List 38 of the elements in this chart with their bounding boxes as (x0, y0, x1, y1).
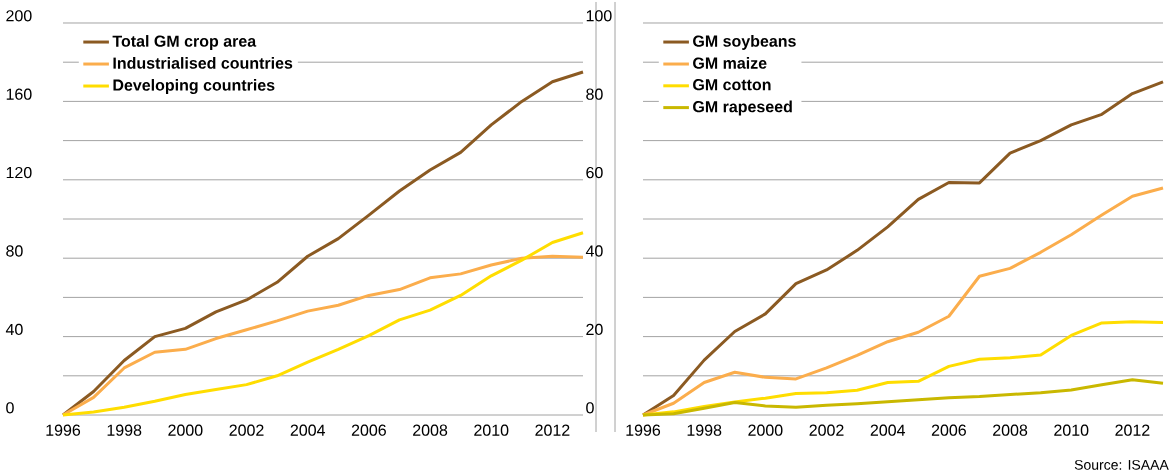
source-note: Source: ISAAA (1074, 459, 1169, 470)
y-tick-label: 40 (585, 245, 603, 257)
y-tick-label: 80 (586, 88, 603, 100)
x-tick-label: 2010 (1054, 424, 1089, 436)
x-tick-label: 2002 (229, 424, 264, 436)
legend-label: GM soybeans (693, 35, 796, 50)
x-tick-label: 2010 (474, 424, 509, 436)
y-tick-label: 0 (6, 402, 14, 414)
legend-label: GM maize (693, 57, 767, 69)
x-tick-label: 2004 (290, 424, 326, 436)
y-tick-label: 100 (586, 10, 612, 22)
x-tick-label: 2006 (351, 424, 386, 436)
x-tick-label: 2012 (535, 424, 570, 436)
x-tick-label: 1998 (107, 424, 142, 436)
legend-label: Industrialised countries (113, 57, 293, 69)
y-tick-label: 200 (6, 10, 32, 22)
y-tick-label: 20 (586, 323, 603, 336)
y-tick-label: 80 (6, 245, 23, 257)
x-tick-label: 2004 (870, 424, 906, 436)
y-tick-label: 60 (586, 166, 603, 179)
x-tick-label: 1996 (46, 424, 81, 436)
x-tick-label: 2002 (809, 424, 844, 436)
legend-label: Developing countries (113, 79, 275, 95)
x-tick-label: 2006 (931, 424, 966, 436)
y-tick-label: 0 (586, 402, 594, 414)
x-tick-label: 2008 (993, 424, 1028, 436)
x-tick-label: 2008 (413, 424, 448, 436)
legend-label: GM cotton (693, 79, 771, 91)
y-tick-label: 40 (5, 323, 23, 336)
x-tick-label: 2012 (1115, 424, 1150, 436)
y-tick-label: 120 (6, 166, 32, 179)
x-tick-label: 2000 (748, 424, 783, 436)
x-tick-label: 1998 (687, 424, 722, 436)
legend-label: GM rapeseed (693, 100, 792, 116)
y-tick-label: 160 (6, 88, 32, 100)
legend-label: Total GM crop area (112, 35, 257, 50)
x-tick-label: 1996 (626, 424, 661, 436)
x-tick-label: 2000 (168, 424, 203, 436)
